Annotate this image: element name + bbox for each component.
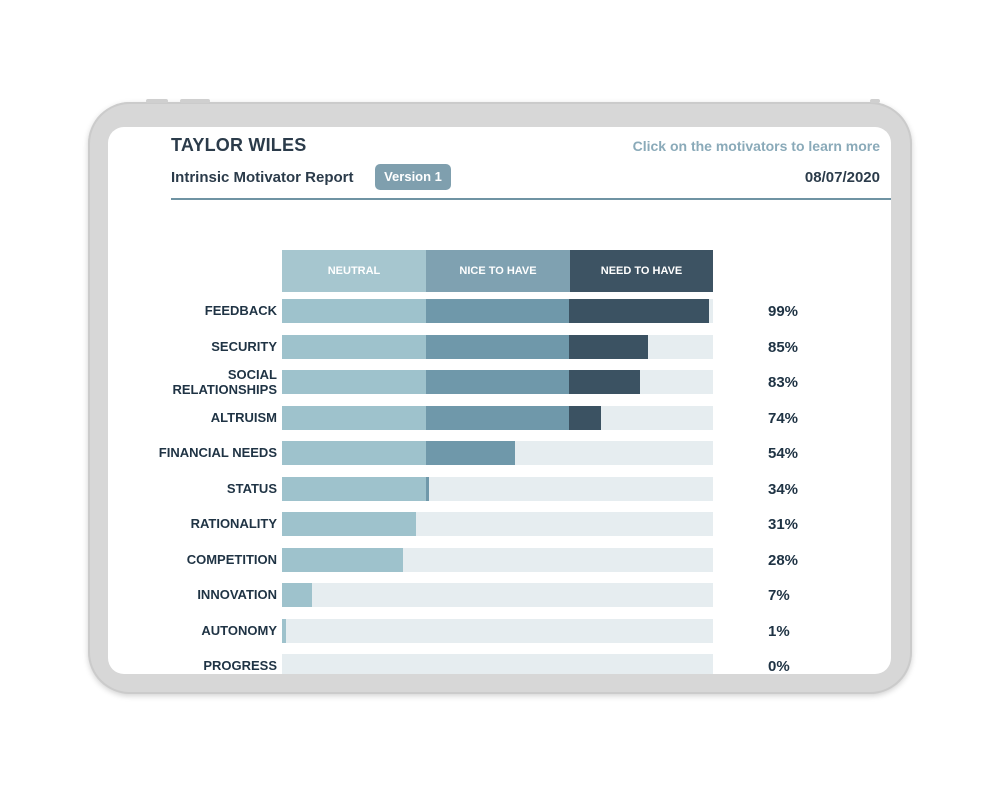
bar-segment-neutral	[282, 583, 313, 607]
tablet-button	[146, 99, 168, 103]
tablet-frame: TAYLOR WILES Intrinsic Motivator Report …	[88, 99, 912, 694]
motivator-label[interactable]: PROGRESS	[203, 658, 277, 673]
zone-header-nice-to-have: NICE TO HAVE	[426, 250, 570, 292]
bar-segment-neutral	[282, 334, 426, 359]
motivator-label[interactable]: SECURITY	[211, 338, 277, 354]
motivator-bar-track[interactable]	[282, 299, 713, 323]
motivator-label[interactable]: COMPETITION	[186, 551, 277, 567]
motivator-bar-track[interactable]	[282, 583, 713, 607]
motivator-percent: 34%	[768, 480, 799, 498]
motivator-percent: 83%	[768, 374, 799, 391]
motivator-bar-track[interactable]	[282, 476, 713, 501]
bar-segment-neutral	[282, 299, 426, 323]
bar-segment-neutral	[282, 370, 426, 394]
motivator-label[interactable]: INNOVATION	[197, 587, 277, 602]
report-title: Intrinsic Motivator Report	[171, 169, 354, 186]
report-date: 08/07/2020	[804, 169, 880, 186]
bar-segment-nice-to-have	[425, 299, 570, 323]
bar-segment-neutral	[282, 441, 426, 465]
motivator-bar-track[interactable]	[282, 441, 713, 465]
motivator-percent: 1%	[768, 622, 790, 640]
bar-segment-neutral	[282, 476, 426, 501]
bar-segment-need-to-have	[569, 299, 709, 323]
motivator-label[interactable]: ALTRUISM	[210, 409, 277, 425]
bar-segment-need-to-have	[569, 370, 640, 394]
learn-more-hint[interactable]: Click on the motivators to learn more	[632, 138, 880, 154]
tablet-button	[180, 99, 210, 103]
bar-segment-neutral	[282, 405, 426, 430]
motivator-percent: 0%	[768, 658, 790, 674]
motivator-bar-track[interactable]	[282, 370, 713, 394]
motivator-percent: 28%	[768, 551, 799, 569]
motivator-percent: 74%	[768, 409, 799, 427]
bar-segment-nice-to-have	[425, 370, 570, 394]
bar-segment-nice-to-have	[425, 476, 429, 501]
motivator-bar-track[interactable]	[282, 618, 713, 643]
motivator-percent: 31%	[768, 516, 799, 533]
motivator-label[interactable]: FEEDBACK	[204, 303, 277, 318]
motivator-bar-track[interactable]	[282, 654, 713, 674]
motivator-percent: 54%	[768, 445, 799, 462]
motivator-label[interactable]: AUTONOMY	[201, 622, 277, 638]
motivator-percent: 7%	[768, 587, 790, 604]
version-badge[interactable]: Version 1	[375, 164, 451, 190]
tablet-button	[870, 99, 880, 103]
motivator-bar-track[interactable]	[282, 547, 713, 572]
motivator-bar-track[interactable]	[282, 512, 713, 536]
zone-header-neutral: NEUTRAL	[282, 250, 426, 292]
motivator-bar-track[interactable]	[282, 405, 713, 430]
bar-segment-need-to-have	[569, 334, 649, 359]
bar-segment-nice-to-have	[425, 441, 515, 465]
motivator-percent: 85%	[768, 338, 799, 356]
motivator-label[interactable]: RATIONALITY	[190, 516, 277, 531]
bar-segment-neutral	[282, 618, 287, 643]
motivator-percent: 99%	[768, 303, 799, 320]
motivator-bar-track[interactable]	[282, 334, 713, 359]
report-screen: TAYLOR WILES Intrinsic Motivator Report …	[108, 127, 891, 674]
header-divider	[171, 198, 891, 200]
bar-segment-nice-to-have	[425, 405, 570, 430]
motivator-label[interactable]: STATUS	[226, 480, 277, 496]
bar-segment-neutral	[282, 512, 416, 536]
person-name: TAYLOR WILES	[171, 135, 307, 155]
motivator-label[interactable]: FINANCIAL NEEDS	[158, 445, 277, 460]
bar-segment-neutral	[282, 547, 403, 572]
motivator-label[interactable]: SOCIAL RELATIONSHIPS	[172, 367, 278, 397]
zone-header-need-to-have: NEED TO HAVE	[570, 250, 713, 292]
bar-segment-need-to-have	[569, 405, 601, 430]
bar-segment-nice-to-have	[425, 334, 570, 359]
